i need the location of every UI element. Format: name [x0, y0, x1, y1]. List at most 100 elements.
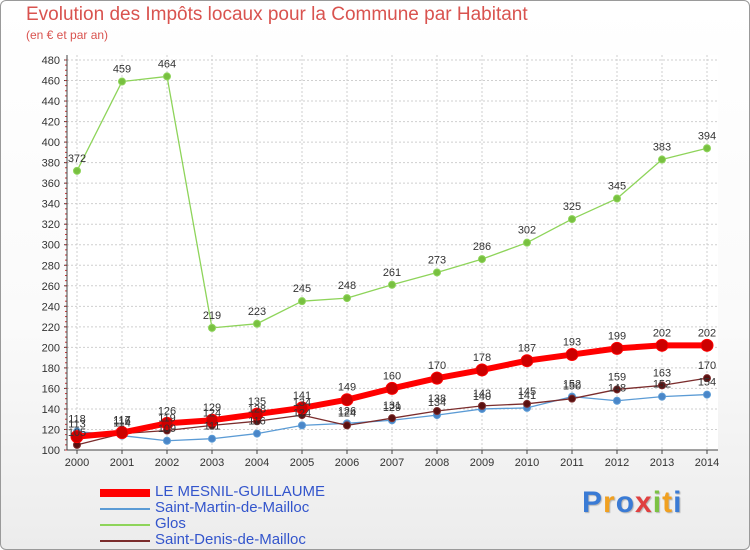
x-tick-label: 2010 [515, 457, 539, 469]
data-label: 223 [248, 306, 266, 318]
x-tick-label: 2002 [155, 457, 179, 469]
legend-swatch [100, 524, 150, 526]
data-label: 202 [698, 327, 716, 339]
legend-label: Saint-Denis-de-Mailloc [155, 531, 306, 548]
data-point-2 [433, 268, 441, 277]
data-label: 273 [428, 254, 446, 266]
data-label: 116 [248, 416, 266, 428]
logo-letter: o [615, 486, 636, 519]
data-label: 124 [203, 407, 221, 419]
y-tick-label: 260 [42, 281, 60, 293]
y-tick-label: 340 [42, 199, 60, 211]
y-tick-label: 420 [42, 117, 60, 129]
data-label: 459 [113, 64, 131, 76]
data-point-0 [115, 426, 129, 440]
data-point-2 [568, 215, 576, 224]
data-point-0 [160, 416, 174, 430]
data-label: 394 [698, 130, 716, 142]
x-tick-label: 2006 [335, 457, 359, 469]
y-tick-label: 240 [42, 301, 60, 313]
data-label: 152 [653, 379, 671, 391]
data-point-2 [73, 166, 81, 175]
data-label: 152 [563, 379, 581, 391]
data-point-2 [703, 144, 711, 153]
logo-letter: r [603, 486, 616, 519]
data-point-3 [523, 399, 531, 408]
data-label: 114 [113, 418, 131, 430]
data-label: 202 [653, 327, 671, 339]
legend-swatch [100, 508, 150, 510]
data-label: 116 [113, 416, 131, 428]
data-label: 261 [383, 267, 401, 279]
data-point-2 [613, 194, 621, 203]
data-label: 149 [338, 382, 356, 394]
y-tick-label: 100 [42, 445, 60, 457]
data-label: 126 [338, 405, 356, 417]
y-tick-label: 140 [42, 404, 60, 416]
data-label: 118 [68, 414, 86, 426]
data-label: 187 [518, 343, 536, 355]
data-point-2 [388, 280, 396, 289]
x-tick-label: 2004 [245, 457, 269, 469]
data-point-1 [658, 392, 666, 401]
legend-label: Glos [155, 515, 186, 532]
y-tick-label: 400 [42, 137, 60, 149]
data-label: 109 [158, 423, 176, 435]
data-label: 129 [203, 402, 221, 414]
data-point-2 [478, 255, 486, 264]
x-tick-label: 2011 [560, 457, 584, 469]
data-point-3 [658, 381, 666, 390]
data-label: 138 [428, 393, 446, 405]
y-tick-label: 200 [42, 342, 60, 354]
y-tick-label: 360 [42, 178, 60, 190]
x-tick-label: 2003 [200, 457, 224, 469]
data-label: 111 [204, 421, 221, 433]
data-point-3 [703, 374, 711, 383]
data-label: 245 [293, 283, 311, 295]
data-label: 150 [563, 381, 581, 393]
data-point-1 [703, 390, 711, 399]
data-label: 124 [338, 407, 356, 419]
x-tick-label: 2009 [470, 457, 494, 469]
logo-letter: i [652, 486, 663, 519]
data-label: 128 [248, 403, 266, 415]
y-tick-label: 320 [42, 219, 60, 231]
data-point-2 [523, 238, 531, 247]
x-tick-label: 2007 [380, 457, 404, 469]
data-label: 113 [68, 419, 86, 431]
data-point-2 [118, 77, 126, 86]
data-point-1 [163, 436, 171, 445]
data-label: 117 [113, 415, 131, 427]
data-label: 383 [653, 142, 671, 154]
data-point-3 [478, 401, 486, 410]
data-label: 148 [608, 383, 626, 395]
data-label: 193 [563, 337, 581, 349]
x-tick-label: 2013 [650, 457, 674, 469]
data-label: 145 [518, 386, 536, 398]
data-point-3 [388, 414, 396, 423]
data-label: 143 [473, 388, 491, 400]
data-label: 154 [698, 377, 716, 389]
y-tick-label: 480 [42, 55, 60, 67]
x-tick-label: 2005 [290, 457, 314, 469]
data-point-0 [655, 338, 669, 352]
data-point-1 [208, 434, 216, 443]
data-label: 134 [428, 397, 446, 409]
data-point-0 [565, 348, 579, 362]
y-tick-label: 180 [42, 363, 60, 375]
data-label: 302 [518, 225, 536, 237]
data-label: 160 [383, 370, 401, 382]
x-tick-label: 2000 [65, 457, 89, 469]
data-point-1 [253, 429, 261, 438]
data-label: 105 [68, 427, 86, 439]
data-label: 286 [473, 241, 491, 253]
data-label: 178 [473, 352, 491, 364]
x-tick-label: 2008 [425, 457, 449, 469]
y-tick-label: 460 [42, 76, 60, 88]
y-tick-label: 300 [42, 240, 60, 252]
data-labels: 372 459 464 219 223 245 248 261 273 286 302 325 345 3… [68, 58, 716, 438]
chart-subtitle: (en € et par an) [26, 28, 109, 42]
data-label: 199 [608, 330, 626, 342]
legend-label: LE MESNIL-GUILLAUME [155, 483, 326, 500]
data-point-0 [610, 341, 624, 355]
